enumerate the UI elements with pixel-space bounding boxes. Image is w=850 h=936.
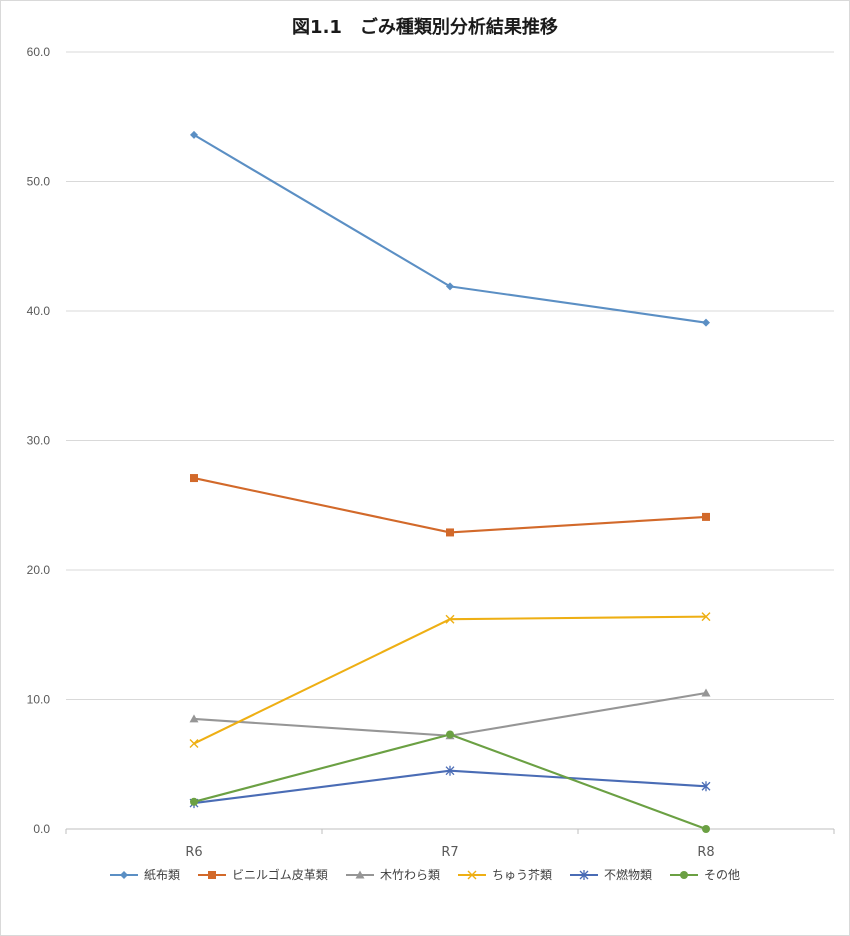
x-tick-label: R7 xyxy=(441,845,458,860)
y-tick-label: 40.0 xyxy=(27,304,51,318)
data-point xyxy=(702,825,710,833)
y-tick-label: 10.0 xyxy=(27,693,51,707)
y-tick-label: 30.0 xyxy=(27,434,51,448)
data-point xyxy=(579,870,589,880)
chart-title: 図1.1 ごみ種類別分析結果推移 xyxy=(292,17,558,38)
legend-item: 木竹わら類 xyxy=(346,868,440,882)
series-line xyxy=(193,133,707,324)
data-point xyxy=(446,730,454,739)
y-tick-label: 50.0 xyxy=(27,175,51,189)
data-point xyxy=(702,318,710,327)
data-point xyxy=(190,474,198,483)
legend-item: 不燃物類 xyxy=(570,867,652,882)
series-x xyxy=(189,612,711,749)
legend-label: その他 xyxy=(704,868,740,882)
data-point xyxy=(701,781,711,792)
gridlines xyxy=(66,51,834,700)
legend-item: ちゅう芥類 xyxy=(458,868,552,882)
legend-label: 紙布類 xyxy=(144,867,180,882)
legend-item: その他 xyxy=(670,868,740,882)
axes: 0.0 10.0 20.0 30.0 40.0 50.0 60.0 R6 R7 R8 xyxy=(27,45,835,860)
x-tick-label: R6 xyxy=(185,845,202,860)
series-diamond xyxy=(190,130,710,327)
data-point xyxy=(701,612,711,622)
data-point xyxy=(190,797,198,806)
series-line xyxy=(193,477,707,534)
data-point xyxy=(446,282,454,291)
data-point xyxy=(189,739,199,749)
legend-item: 紙布類 xyxy=(110,867,180,882)
x-tick-label: R8 xyxy=(697,845,714,860)
legend-label: 不燃物類 xyxy=(604,867,652,882)
legend-label: ビニルゴム皮革類 xyxy=(232,867,328,882)
data-point xyxy=(190,130,198,139)
y-tick-label: 0.0 xyxy=(33,822,50,836)
data-point xyxy=(355,870,365,879)
legend-label: 木竹わら類 xyxy=(380,868,440,882)
series-group xyxy=(189,130,711,833)
data-point xyxy=(445,614,455,624)
data-point xyxy=(208,871,216,879)
data-point xyxy=(701,688,711,697)
data-point xyxy=(189,714,199,723)
data-point xyxy=(446,528,454,537)
data-point xyxy=(680,871,688,879)
series-square xyxy=(190,474,710,537)
legend: 紙布類 ビニルゴム皮革類 木竹わら類 ちゅう芥類 不燃物類 その他 xyxy=(110,867,740,882)
data-point xyxy=(120,871,128,879)
y-tick-label: 60.0 xyxy=(27,45,51,59)
data-point xyxy=(467,870,477,880)
y-tick-label: 20.0 xyxy=(27,563,51,577)
data-point xyxy=(702,512,710,521)
legend-label: ちゅう芥類 xyxy=(492,868,552,882)
data-point xyxy=(445,765,455,776)
series-circle xyxy=(190,730,710,833)
legend-item: ビニルゴム皮革類 xyxy=(198,867,328,882)
